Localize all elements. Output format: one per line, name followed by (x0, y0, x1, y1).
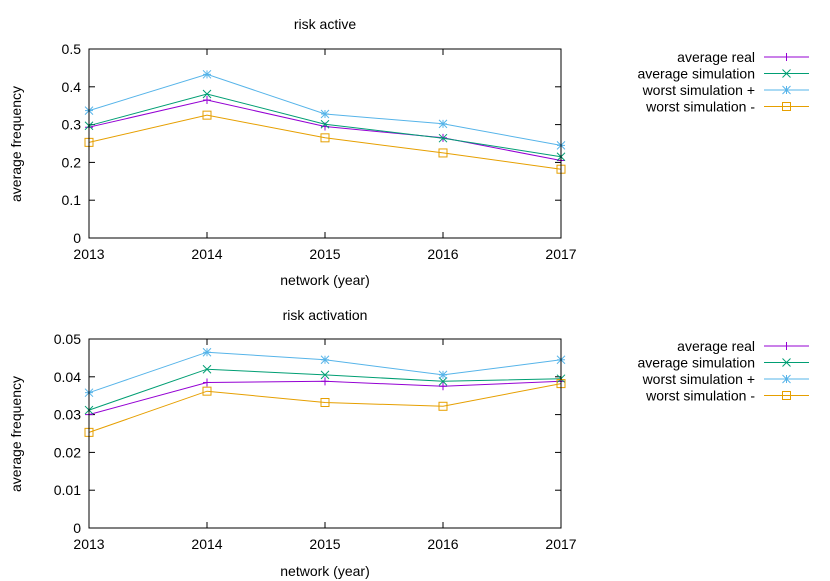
data-point (439, 382, 447, 391)
legend-label: worst simulation + (642, 371, 755, 387)
legend-label: average simulation (637, 355, 755, 371)
data-point (320, 398, 330, 408)
legend-label: worst simulation - (645, 388, 755, 404)
data-point (203, 378, 211, 387)
data-point (320, 119, 330, 129)
y-tick-label: 0.03 (54, 407, 81, 423)
y-tick-label: 0.04 (54, 369, 81, 385)
data-point (320, 355, 330, 365)
data-point (438, 376, 448, 386)
data-point (202, 69, 212, 79)
x-tick-label: 2016 (427, 246, 458, 262)
chart-risk-active: risk active average frequency network (y… (8, 16, 809, 288)
data-point (202, 386, 212, 396)
x-tick-label: 2017 (545, 246, 576, 262)
x-tick-label: 2013 (73, 246, 104, 262)
y-tick-label: 0.5 (62, 41, 82, 57)
legend-marker (782, 102, 791, 111)
data-point (438, 119, 448, 129)
y-tick-label: 0.3 (62, 117, 82, 133)
legend-marker (782, 358, 791, 367)
legend-marker (782, 374, 791, 384)
plot-frame (88, 48, 562, 239)
data-point (320, 109, 330, 119)
legend-label: average real (677, 338, 755, 354)
y-tick-label: 0.01 (54, 482, 81, 498)
data-point (320, 370, 330, 380)
x-tick-label: 2014 (191, 536, 222, 552)
series-line-0 (88, 380, 562, 416)
data-point (438, 133, 448, 143)
data-point (438, 401, 448, 411)
legend-marker (782, 53, 791, 61)
chart-title: risk active (294, 16, 356, 32)
x-axis-label: network (year) (280, 272, 369, 288)
y-tick-label: 0.05 (54, 331, 81, 347)
legend-label: average simulation (637, 66, 755, 82)
y-axis-label: average frequency (8, 86, 24, 202)
data-point (320, 133, 330, 143)
legend-marker (782, 69, 791, 78)
data-point (202, 347, 212, 357)
legend-label: worst simulation + (642, 82, 755, 98)
series-line-3 (88, 114, 562, 170)
plot-frame (88, 338, 562, 529)
series-line-3 (88, 383, 562, 433)
data-point (202, 110, 212, 120)
y-tick-label: 0.2 (62, 154, 82, 170)
legend-marker (782, 391, 791, 400)
legend-label: average real (677, 49, 755, 65)
y-tick-label: 0.1 (62, 192, 82, 208)
x-tick-label: 2017 (545, 536, 576, 552)
y-tick-label: 0.4 (62, 79, 82, 95)
x-tick-label: 2015 (309, 246, 340, 262)
data-point (321, 377, 329, 386)
x-tick-label: 2013 (73, 536, 104, 552)
data-point (202, 364, 212, 374)
x-tick-label: 2016 (427, 536, 458, 552)
y-axis-label: average frequency (8, 376, 24, 492)
data-point (438, 370, 448, 380)
x-tick-label: 2014 (191, 246, 222, 262)
x-tick-label: 2015 (309, 536, 340, 552)
chart-risk-activation: risk activation average frequency networ… (8, 307, 809, 579)
y-tick-label: 0.02 (54, 444, 81, 460)
y-tick-label: 0 (73, 230, 81, 246)
legend-marker (782, 342, 791, 350)
legend-marker (782, 85, 791, 95)
x-axis-label: network (year) (280, 563, 369, 579)
data-point (202, 89, 212, 99)
chart-title: risk activation (283, 307, 368, 323)
legend-label: worst simulation - (645, 99, 755, 115)
data-point (438, 148, 448, 158)
data-point (203, 96, 211, 105)
series-line-2 (88, 73, 562, 146)
y-tick-label: 0 (73, 520, 81, 536)
